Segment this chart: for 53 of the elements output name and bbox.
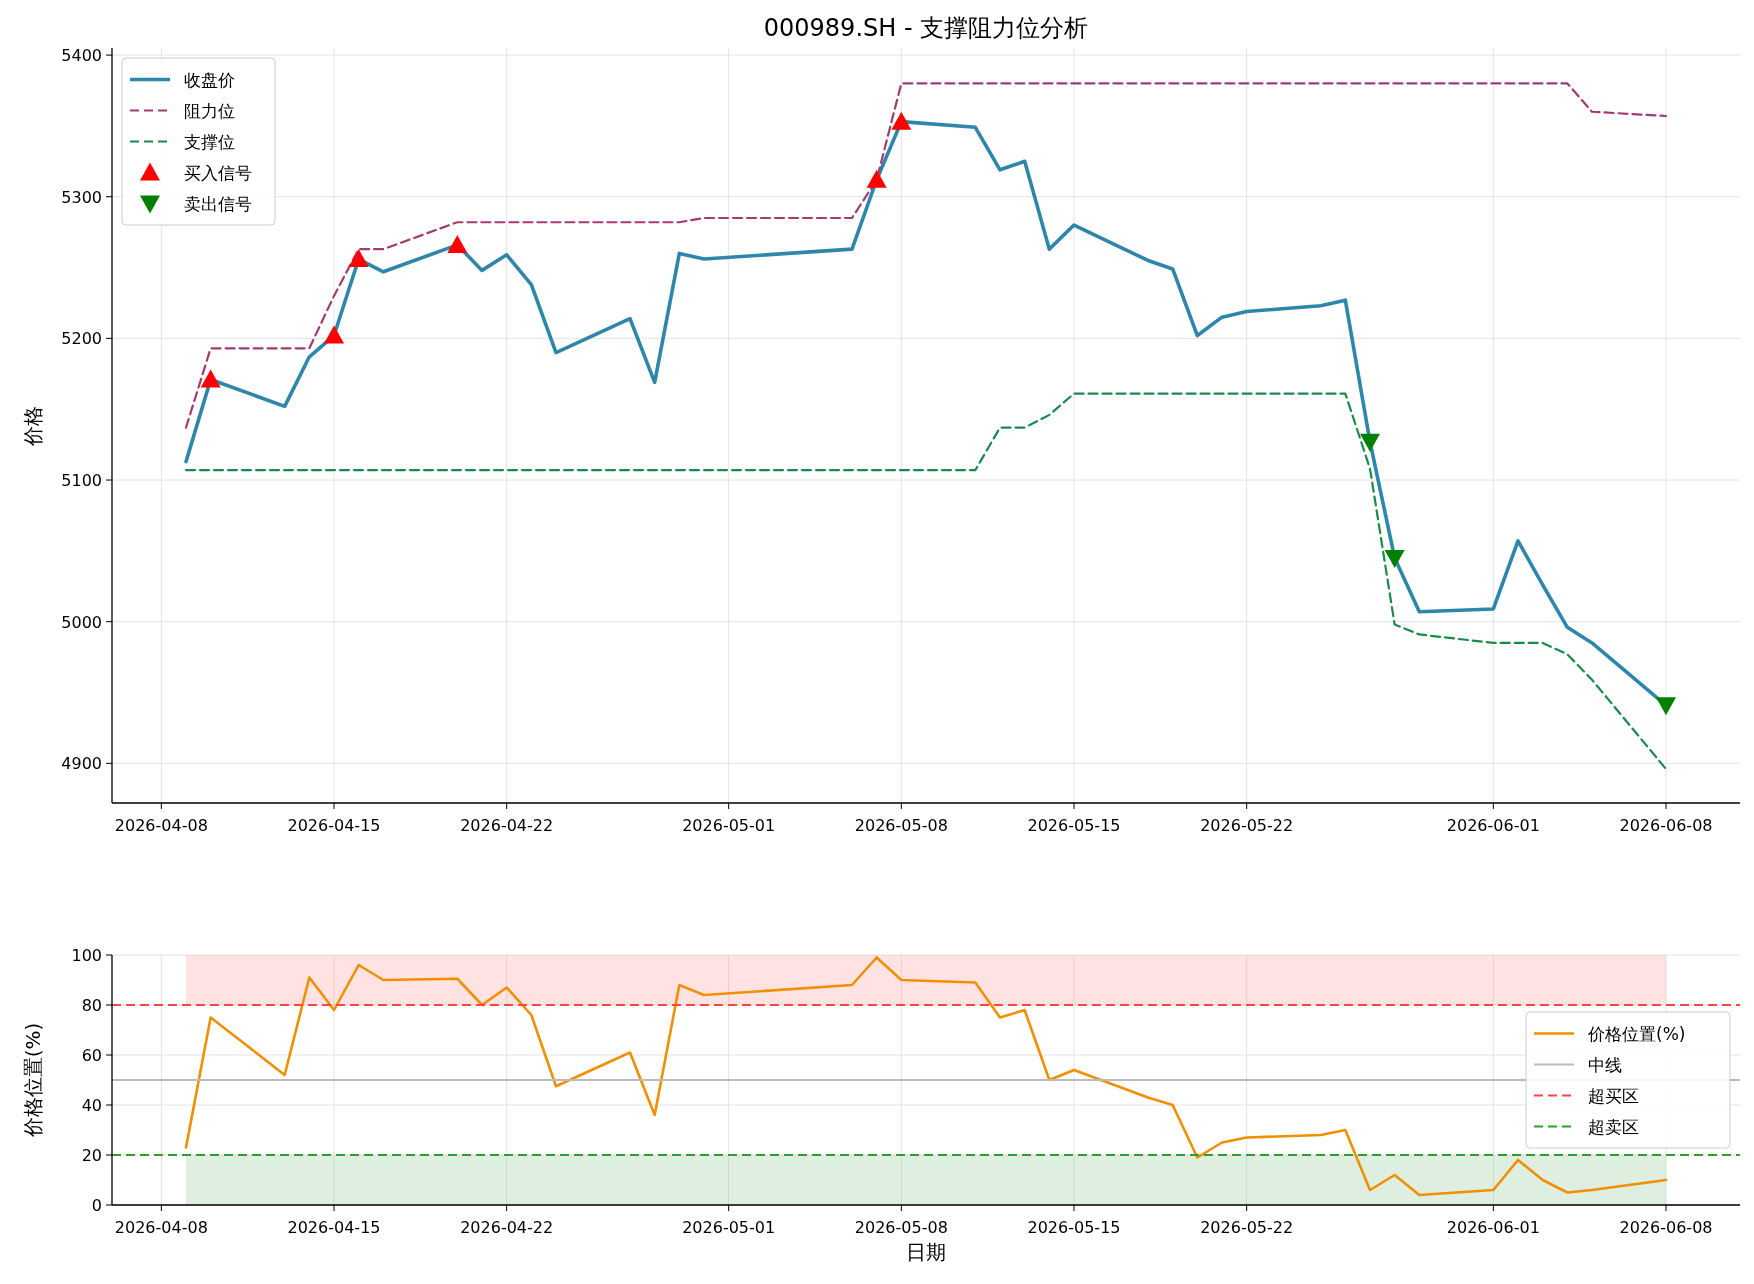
y-tick-label: 5100 [61, 471, 102, 491]
point [348, 249, 369, 268]
legend-label: 价格位置(%) [1587, 1023, 1686, 1044]
y-tick-label: 100 [71, 946, 102, 965]
x-tick-label: 2026-06-01 [1446, 1218, 1540, 1237]
y-tick-label: 40 [81, 1096, 102, 1115]
point [447, 234, 468, 253]
y-tick-label: 0 [91, 1196, 102, 1215]
legend-label: 收盘价 [184, 69, 235, 90]
y-tick-label: 20 [81, 1146, 102, 1165]
point [1384, 549, 1405, 568]
point [200, 369, 221, 388]
y-tick-label: 5400 [61, 46, 102, 66]
x-tick-label: 2026-05-01 [682, 816, 776, 835]
x-tick-label: 2026-06-01 [1446, 816, 1540, 835]
y-axis-title: 价格 [21, 405, 45, 447]
legend-label: 超卖区 [1588, 1116, 1639, 1137]
point [1360, 433, 1380, 452]
x-tick-label: 2026-05-15 [1027, 816, 1121, 835]
y-tick-label: 5200 [61, 329, 102, 349]
x-tick-label: 2026-04-08 [114, 1218, 208, 1237]
legend-label: 中线 [1588, 1054, 1622, 1075]
legend-label: 卖出信号 [184, 193, 252, 214]
x-tick-label: 2026-04-08 [114, 816, 208, 835]
x-tick-label: 2026-06-08 [1619, 816, 1713, 835]
x-tick-label: 2026-04-15 [287, 816, 381, 835]
y-axis-title: 价格位置(%) [21, 1022, 45, 1139]
line-series [184, 392, 1668, 771]
point [891, 111, 912, 130]
point [866, 169, 887, 188]
y-tick-label: 5000 [61, 612, 102, 632]
point [1656, 697, 1676, 716]
legend-label: 阻力位 [184, 100, 235, 121]
x-tick-label: 2026-05-22 [1200, 1218, 1294, 1237]
y-tick-label: 60 [81, 1046, 102, 1065]
x-tick-label: 2026-05-22 [1200, 816, 1294, 835]
legend-label: 买入信号 [184, 162, 252, 183]
chart-title: 000989.SH - 支撑阻力位分析 [763, 14, 1089, 42]
y-tick-label: 5300 [61, 187, 102, 207]
x-tick-label: 2026-04-22 [460, 816, 554, 835]
x-tick-label: 2026-06-08 [1619, 1218, 1713, 1237]
y-tick-label: 80 [81, 996, 102, 1015]
x-tick-label: 2026-04-22 [460, 1218, 554, 1237]
x-tick-label: 2026-05-08 [854, 816, 948, 835]
legend-label: 支撑位 [184, 131, 235, 152]
y-tick-label: 4900 [61, 754, 102, 774]
x-tick-label: 2026-05-01 [682, 1218, 776, 1237]
point [324, 325, 344, 344]
x-tick-label: 2026-05-08 [854, 1218, 948, 1237]
x-tick-label: 2026-05-15 [1027, 1218, 1121, 1237]
x-tick-label: 2026-04-15 [287, 1218, 381, 1237]
legend-label: 超买区 [1588, 1085, 1639, 1106]
x-axis-title: 日期 [906, 1240, 946, 1264]
